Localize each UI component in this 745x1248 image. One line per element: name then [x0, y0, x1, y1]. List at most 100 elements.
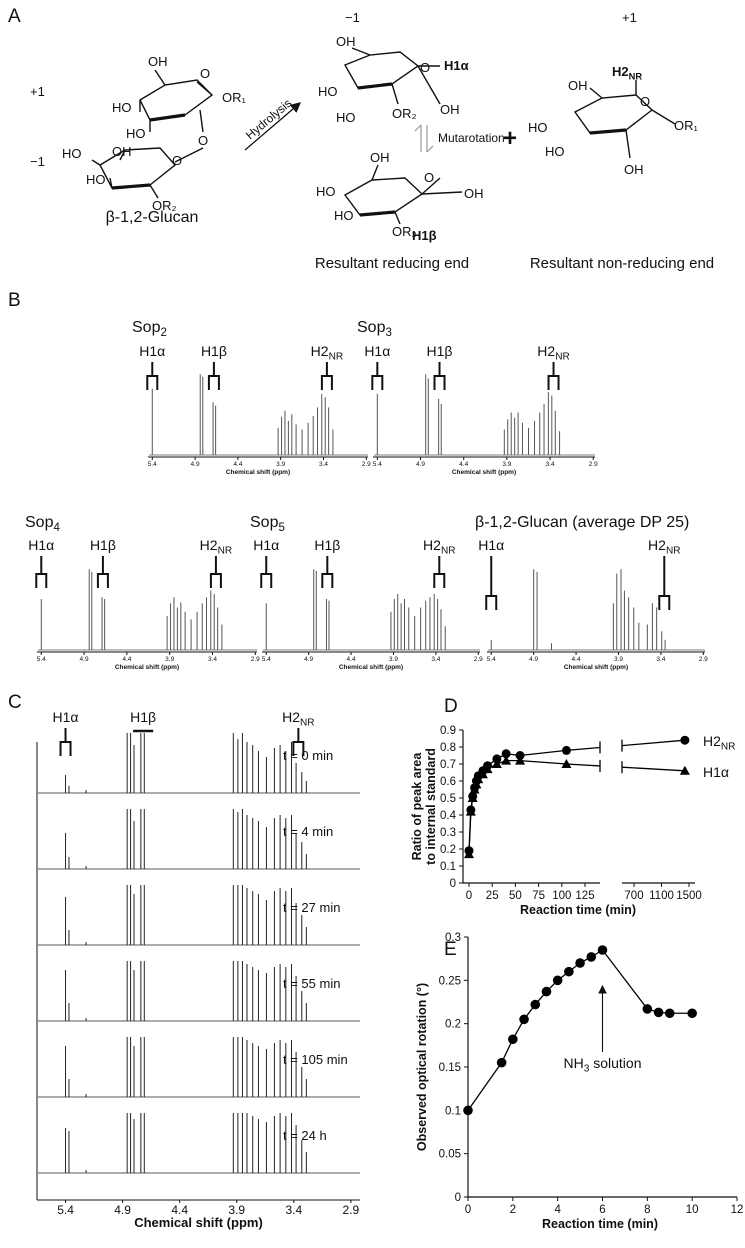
point [541, 986, 552, 997]
point [586, 952, 597, 962]
group-label: HO [528, 120, 548, 135]
point [687, 1008, 697, 1019]
x-tick-label: 4 [554, 1204, 561, 1216]
spectrum-title-part: 2 [160, 327, 166, 339]
x-tick-label: 4.4 [171, 1203, 188, 1217]
peak-label-part: H2 [311, 343, 329, 359]
group-label: O [424, 170, 434, 185]
group-label: HO [336, 110, 356, 125]
y-tick-label: 0.1 [440, 861, 456, 873]
subsite-label: +1 [30, 84, 45, 99]
peak-marker [96, 556, 109, 588]
y-tick-label: 0.05 [439, 1149, 461, 1161]
x-tick-label: 4.9 [416, 461, 425, 468]
x-axis-label: Chemical shift (ppm) [564, 664, 628, 671]
x-tick-label: 2 [510, 1204, 516, 1216]
y-tick-label: 0.7 [440, 759, 456, 771]
group-label: OR₂ [152, 198, 177, 213]
x-tick-label: 2.9 [589, 461, 598, 468]
x-tick-label: 8 [644, 1204, 650, 1216]
peak-label: H2NR [200, 537, 232, 557]
y-axis-label: Ratio of peak area [410, 752, 424, 861]
point [491, 759, 502, 768]
x-tick-label: 5.4 [57, 1203, 74, 1217]
point [561, 759, 572, 768]
line-segment [467, 1062, 503, 1111]
group-label: O [640, 94, 650, 109]
y-tick-label: 0.2 [440, 844, 456, 856]
spectrum-title-part: Sop [357, 319, 386, 336]
series-label: H1α [703, 764, 729, 780]
x-tick-label: 3.4 [431, 656, 440, 663]
y-tick-label: 0.25 [439, 975, 461, 987]
group-label: O [172, 153, 182, 168]
x-tick-label: 4.9 [529, 656, 538, 663]
peak-label-part: NR [300, 718, 315, 729]
x-tick-label: 0 [465, 1204, 471, 1216]
annotation: NH3 solution [564, 1055, 642, 1075]
x-tick-label: 4.9 [114, 1203, 131, 1217]
peak-marker [209, 556, 222, 588]
x-tick-label: 3.4 [546, 461, 555, 468]
x-tick-label: 4.4 [459, 461, 468, 468]
y-tick-label: 0 [450, 878, 456, 890]
x-tick-label: 2.9 [362, 461, 371, 468]
peak-marker [260, 556, 273, 588]
peak-label: H1α [139, 343, 165, 359]
x-tick-label: 3.9 [389, 656, 398, 663]
x-tick-label: 5.4 [373, 461, 382, 468]
x-axis-label: Chemical shift (ppm) [134, 1215, 263, 1230]
x-tick-label: 5.4 [262, 656, 271, 663]
group-label: OH [370, 150, 390, 165]
line-segment [566, 746, 601, 752]
point [463, 1105, 473, 1116]
proton-label: H1β [412, 228, 437, 243]
x-tick-label: 2.9 [699, 656, 708, 663]
point [664, 1008, 675, 1019]
peak-marker [320, 362, 333, 390]
point [597, 945, 608, 955]
x-axis-label: Chemical shift (ppm) [452, 469, 516, 476]
point [467, 793, 478, 802]
x-tick-label: 4.9 [304, 656, 313, 663]
x-tick-label: 3.4 [285, 1203, 302, 1217]
spectrum-title: Sop5 [250, 514, 285, 534]
annotation-part: solution [589, 1055, 641, 1071]
group-label: HO [316, 184, 336, 199]
spectrum-title: Sop3 [357, 319, 392, 339]
point [564, 966, 574, 977]
peak-label-part: H2 [423, 537, 441, 553]
point [515, 755, 526, 765]
line-segment [519, 749, 567, 757]
x-tick-label: 3.9 [614, 656, 623, 663]
group-label: HO [545, 144, 565, 159]
series-label-part: H2 [703, 733, 721, 749]
point [515, 751, 525, 760]
proton-label-part: H2 [612, 64, 629, 79]
x-tick-label: 700 [624, 890, 643, 902]
spectrum-title-part: Sop [250, 514, 279, 531]
y-tick-label: 0.1 [445, 1105, 461, 1117]
panel-label: E [444, 939, 457, 960]
peak-label-part: NR [666, 546, 681, 557]
point [680, 735, 690, 745]
x-tick-label: 4.4 [347, 656, 356, 663]
x-tick-label: 4.4 [572, 656, 581, 663]
peak-label-part: H2 [537, 343, 555, 359]
x-tick-label: 1100 [649, 890, 674, 902]
x-tick-label: 2.9 [251, 656, 260, 663]
point [501, 755, 512, 765]
proton-label-part: NR [629, 71, 643, 81]
group-label: HO [334, 208, 354, 223]
caption: Resultant non-reducing end [530, 255, 714, 272]
trace-label: t = 55 min [283, 976, 340, 991]
x-tick-label: 25 [486, 890, 499, 902]
x-tick-label: 3.4 [208, 656, 217, 663]
peak-label: H1α [364, 343, 390, 359]
panel-label: D [444, 696, 458, 717]
y-tick-label: 0.9 [440, 725, 456, 737]
point [575, 958, 585, 968]
peak-marker [485, 556, 498, 610]
point [679, 765, 690, 775]
